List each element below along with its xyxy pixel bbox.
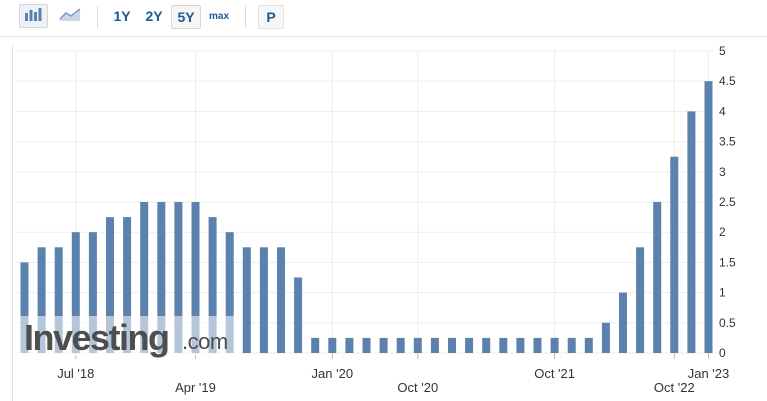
bar: [687, 111, 696, 354]
x-tick-label: Oct '22: [654, 380, 695, 395]
y-tick-label: 4: [719, 104, 726, 118]
bar: [567, 337, 576, 353]
bar: [670, 156, 679, 353]
bar: [465, 337, 474, 353]
bar: [106, 217, 114, 353]
range-2y-button[interactable]: 2Y: [145, 8, 163, 24]
watermark-backdrop: [18, 316, 240, 356]
range-1y-button[interactable]: 1Y: [113, 8, 131, 24]
bar: [704, 81, 713, 353]
watermark-logo-suffix: .com: [182, 329, 228, 354]
bar: [328, 337, 337, 353]
bar: [430, 337, 439, 353]
area-chart-button[interactable]: [55, 4, 85, 28]
print-label: P: [266, 9, 276, 25]
bar: [448, 337, 456, 353]
bar: [123, 217, 132, 353]
range-max-button[interactable]: max: [208, 11, 229, 22]
y-tick-label: 2: [719, 225, 726, 239]
y-tick-label: 4.5: [719, 74, 736, 88]
bar: [362, 337, 371, 353]
bar: [311, 337, 320, 353]
bar: [242, 247, 251, 353]
bar: [225, 232, 234, 353]
bar: [174, 202, 183, 353]
bar: [277, 247, 285, 353]
toolbar-separator: [97, 6, 98, 28]
bar: [191, 202, 200, 353]
range-5y-button[interactable]: 5Y: [171, 5, 201, 29]
bar: [294, 277, 303, 353]
y-tick-label: 0: [719, 346, 726, 360]
x-tick-label: Oct '21: [534, 366, 575, 381]
bar: [345, 337, 354, 353]
y-tick-label: 1.5: [719, 255, 736, 269]
watermark-logo-text: Investing: [24, 317, 170, 358]
bar-chart-icon: [24, 7, 44, 26]
y-tick-label: 1: [719, 286, 726, 300]
bar: [20, 262, 29, 353]
bar: [259, 247, 268, 353]
bar: [584, 337, 593, 353]
bar: [601, 322, 610, 353]
bar: [636, 247, 645, 353]
bar: [413, 337, 422, 353]
x-tick-label: Jan '20: [312, 366, 354, 381]
bar: [71, 232, 80, 353]
y-tick-label: 3.5: [719, 135, 736, 149]
chart-toolbar: 1Y 2Y 5Y max P: [0, 0, 767, 36]
bar: [379, 337, 388, 353]
chart-frame-left: [12, 44, 13, 401]
toolbar-divider: [0, 36, 767, 37]
range-5y-label: 5Y: [177, 9, 195, 25]
bar: [157, 202, 166, 353]
bar: [37, 247, 46, 353]
area-chart-icon: [59, 7, 81, 26]
bar: [499, 337, 508, 353]
bar: [140, 202, 149, 353]
investing-watermark: Investing .com: [18, 316, 240, 360]
y-tick-label: 5: [719, 44, 726, 58]
x-tick-label: Jan '23: [688, 366, 730, 381]
bar: [396, 337, 405, 353]
bar: [482, 337, 491, 353]
x-tick-label: Apr '19: [175, 380, 216, 395]
bar: [619, 292, 627, 353]
x-tick-label: Jul '18: [57, 366, 94, 381]
y-tick-label: 2.5: [719, 195, 736, 209]
bar: [88, 232, 97, 353]
print-button[interactable]: P: [258, 5, 284, 29]
bar: [550, 337, 559, 353]
x-tick-label: Oct '20: [397, 380, 438, 395]
bar: [653, 202, 662, 353]
bar: [54, 247, 63, 353]
y-tick-label: 0.5: [719, 316, 736, 330]
bar: [208, 217, 217, 353]
bar: [516, 337, 525, 353]
bar-chart-button[interactable]: [19, 4, 48, 28]
toolbar-separator: [245, 6, 246, 28]
bar: [533, 337, 542, 353]
y-tick-label: 3: [719, 165, 726, 179]
